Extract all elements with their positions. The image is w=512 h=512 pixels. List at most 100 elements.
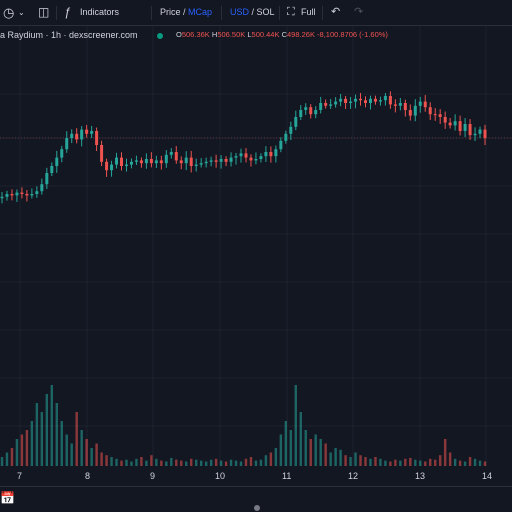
price-option[interactable]: Price: [160, 7, 181, 17]
volume-bar: [289, 430, 293, 466]
volume-bar: [135, 458, 138, 466]
price-chart[interactable]: [0, 26, 512, 486]
candle-body: [259, 156, 263, 159]
candle-body: [179, 160, 183, 164]
candle-body: [40, 184, 44, 192]
volume-bar: [20, 434, 24, 466]
volume-bar: [364, 457, 367, 466]
volume-bar: [369, 458, 372, 466]
candle-body: [448, 122, 452, 126]
price-mcap-toggle[interactable]: Price / MCap: [160, 0, 212, 25]
volume-bar: [254, 460, 258, 466]
volume-bar: [155, 458, 158, 466]
candle-body: [349, 101, 353, 103]
fullscreen-icon[interactable]: ⛶: [287, 6, 295, 18]
volume-bar: [264, 455, 268, 466]
volume-bar: [130, 461, 133, 466]
candle-body: [388, 96, 392, 105]
volume-bar: [453, 458, 457, 466]
volume-bar: [384, 460, 387, 466]
candle-body: [264, 152, 268, 157]
volume-bar: [140, 457, 143, 466]
volume-bar: [379, 458, 382, 466]
volume-bar: [339, 449, 342, 466]
volume-bar: [110, 457, 113, 466]
volume-bar: [389, 461, 392, 466]
volume-bar: [100, 452, 103, 466]
candle-body: [344, 98, 348, 103]
volume-bar: [299, 412, 302, 466]
currency-toggle[interactable]: USD / SOL: [230, 0, 275, 25]
redo-icon[interactable]: ↷: [354, 6, 364, 18]
volume-bar: [234, 460, 238, 466]
candle-body: [124, 164, 128, 166]
low-value: 500.44K: [251, 30, 280, 39]
volume-bar: [473, 458, 477, 466]
candle-body: [35, 191, 39, 194]
indicators-button[interactable]: Indicators: [80, 7, 120, 17]
volume-bar: [448, 452, 452, 466]
candle-body: [120, 157, 124, 166]
undo-icon[interactable]: ↶: [331, 6, 341, 18]
mcap-option[interactable]: MCap: [188, 7, 213, 17]
candle-body: [85, 129, 89, 134]
volume-bar: [354, 452, 357, 466]
volume-bar: [80, 430, 83, 466]
volume-bar: [309, 439, 312, 466]
volume-bar: [204, 461, 208, 466]
close-label: C: [281, 30, 287, 39]
candle-body: [149, 159, 153, 164]
candle-body: [144, 159, 148, 164]
candle-body: [274, 149, 278, 157]
chevron-down-icon[interactable]: ⌄: [18, 8, 25, 17]
candle-body: [105, 161, 109, 171]
volume-bar: [244, 458, 248, 466]
candle-body: [169, 152, 173, 155]
volume-bar: [194, 459, 198, 466]
calendar-icon[interactable]: 📅: [0, 491, 15, 505]
open-value: 506.36K: [181, 30, 210, 39]
usd-option[interactable]: USD: [230, 7, 250, 17]
x-tick-label: 14: [482, 471, 493, 481]
candle-body: [478, 129, 482, 134]
toolbar-divider: [151, 6, 152, 20]
candle-body: [5, 194, 9, 197]
scroll-handle[interactable]: [254, 505, 260, 511]
candle-body: [458, 121, 462, 131]
candle-body: [403, 103, 407, 110]
candle-body: [214, 160, 218, 162]
status-dot: [157, 33, 163, 39]
x-tick-label: 11: [282, 471, 292, 481]
volume-bar: [90, 448, 93, 466]
sol-option[interactable]: / SOL: [249, 7, 275, 17]
clock-plus-icon[interactable]: ◷: [3, 5, 15, 20]
candle-body: [45, 173, 49, 185]
volume-bar: [120, 460, 123, 466]
indicators-icon[interactable]: ƒ: [64, 5, 71, 19]
volume-bar: [414, 459, 417, 466]
candle-body: [473, 133, 477, 136]
change-value: -8,100.8706 (-1.60%): [317, 30, 388, 39]
candle-body: [194, 164, 198, 166]
x-tick-label: 10: [215, 471, 226, 481]
fullscreen-button[interactable]: Full: [301, 7, 316, 17]
volume-bar: [35, 403, 39, 466]
candle-body: [174, 152, 178, 161]
candle-body: [204, 161, 208, 164]
open-label: O: [176, 30, 182, 39]
volume-bar: [224, 461, 228, 466]
volume-bar: [229, 459, 233, 466]
volume-bar: [50, 385, 53, 466]
volume-bar: [65, 434, 68, 466]
candle-body: [139, 160, 143, 164]
volume-bar: [409, 457, 412, 466]
candle-body: [359, 98, 363, 101]
candle-body: [65, 138, 69, 150]
volume-bar: [239, 461, 243, 466]
volume-bar: [334, 448, 337, 466]
candle-body: [324, 103, 328, 106]
volume-bar: [0, 457, 4, 466]
candle-body: [334, 101, 338, 105]
candle-type-icon[interactable]: ◫: [38, 5, 50, 19]
volume-bar: [344, 455, 347, 466]
